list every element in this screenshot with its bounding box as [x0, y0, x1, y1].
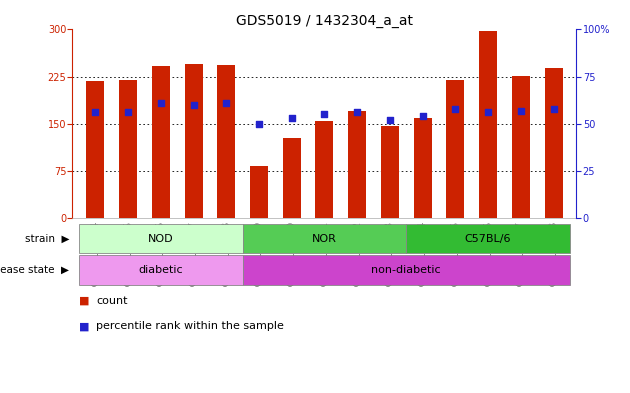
Point — [188, 102, 198, 108]
Point — [123, 109, 133, 116]
Bar — [217, 65, 235, 218]
Point — [385, 117, 395, 123]
Point — [549, 106, 559, 112]
Text: ■: ■ — [79, 321, 89, 331]
Text: disease state  ▶: disease state ▶ — [0, 265, 69, 275]
Text: strain  ▶: strain ▶ — [25, 234, 69, 244]
Point — [516, 107, 526, 114]
Bar — [250, 166, 268, 218]
Bar — [283, 138, 301, 218]
Text: percentile rank within the sample: percentile rank within the sample — [96, 321, 284, 331]
Bar — [79, 255, 243, 285]
Text: C57BL/6: C57BL/6 — [465, 234, 512, 244]
Bar — [185, 64, 202, 218]
Bar — [414, 118, 432, 218]
Title: GDS5019 / 1432304_a_at: GDS5019 / 1432304_a_at — [236, 15, 413, 28]
Point — [352, 109, 362, 116]
Bar — [86, 81, 105, 218]
Point — [450, 106, 461, 112]
Bar — [243, 255, 570, 285]
Bar — [79, 224, 243, 253]
Text: NOR: NOR — [312, 234, 337, 244]
Point — [90, 109, 100, 116]
Point — [156, 100, 166, 106]
Point — [221, 100, 231, 106]
Bar — [119, 81, 137, 218]
Text: NOD: NOD — [148, 234, 174, 244]
Bar — [316, 121, 333, 218]
Text: diabetic: diabetic — [139, 265, 183, 275]
Bar — [243, 224, 406, 253]
Bar — [381, 126, 399, 218]
Text: count: count — [96, 296, 128, 306]
Point — [483, 109, 493, 116]
Bar — [479, 31, 497, 218]
Text: non-diabetic: non-diabetic — [372, 265, 441, 275]
Bar — [512, 76, 530, 218]
Point — [254, 121, 264, 127]
Bar — [406, 224, 570, 253]
Bar — [447, 81, 464, 218]
Point — [418, 113, 428, 119]
Point — [319, 111, 329, 118]
Text: ■: ■ — [79, 296, 89, 306]
Point — [287, 115, 297, 121]
Bar — [152, 66, 170, 218]
Bar — [544, 68, 563, 218]
Bar — [348, 111, 366, 218]
